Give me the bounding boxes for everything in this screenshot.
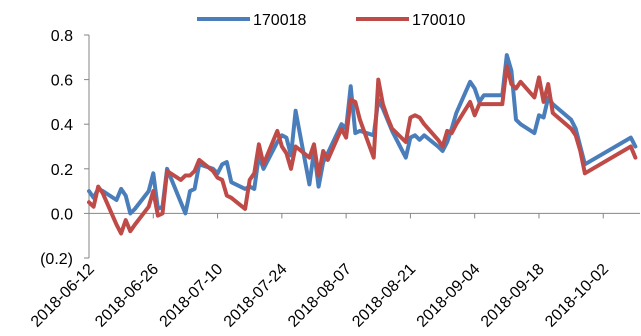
y-tick-label: 0.4 <box>51 117 73 134</box>
y-tick-label: 0.0 <box>51 206 73 223</box>
series-line-170010 <box>87 64 638 236</box>
series-line-170018 <box>87 53 638 216</box>
y-tick-label: 0.6 <box>51 73 73 90</box>
legend-label: 170018 <box>253 12 306 29</box>
x-tick-label: 2018-09-04 <box>414 261 484 331</box>
series-layer <box>87 53 638 236</box>
chart-legend: 170018 170010 <box>197 12 465 29</box>
x-tick-label: 2018-08-07 <box>285 261 355 331</box>
x-tick-label: 2018-09-18 <box>478 261 548 331</box>
plot-area: 0.8 0.6 0.4 0.2 0.0 (0.2) 2018-06-122018-06-2… <box>28 28 640 331</box>
y-tick-label: 0.2 <box>51 162 73 179</box>
y-tick-label: (0.2) <box>40 251 73 268</box>
y-axis: 0.8 0.6 0.4 0.2 0.0 (0.2) <box>40 28 90 268</box>
x-tick-label: 2018-07-10 <box>157 261 227 331</box>
x-tick-label: 2018-10-02 <box>542 261 612 331</box>
legend-label: 170010 <box>412 12 465 29</box>
x-tick-label: 2018-06-26 <box>92 261 162 331</box>
x-tick-label: 2018-07-24 <box>221 261 291 331</box>
x-tick-label: 2018-08-21 <box>349 261 419 331</box>
x-tick-label: 2018-06-12 <box>28 261 98 331</box>
y-tick-label: 0.8 <box>51 28 73 45</box>
